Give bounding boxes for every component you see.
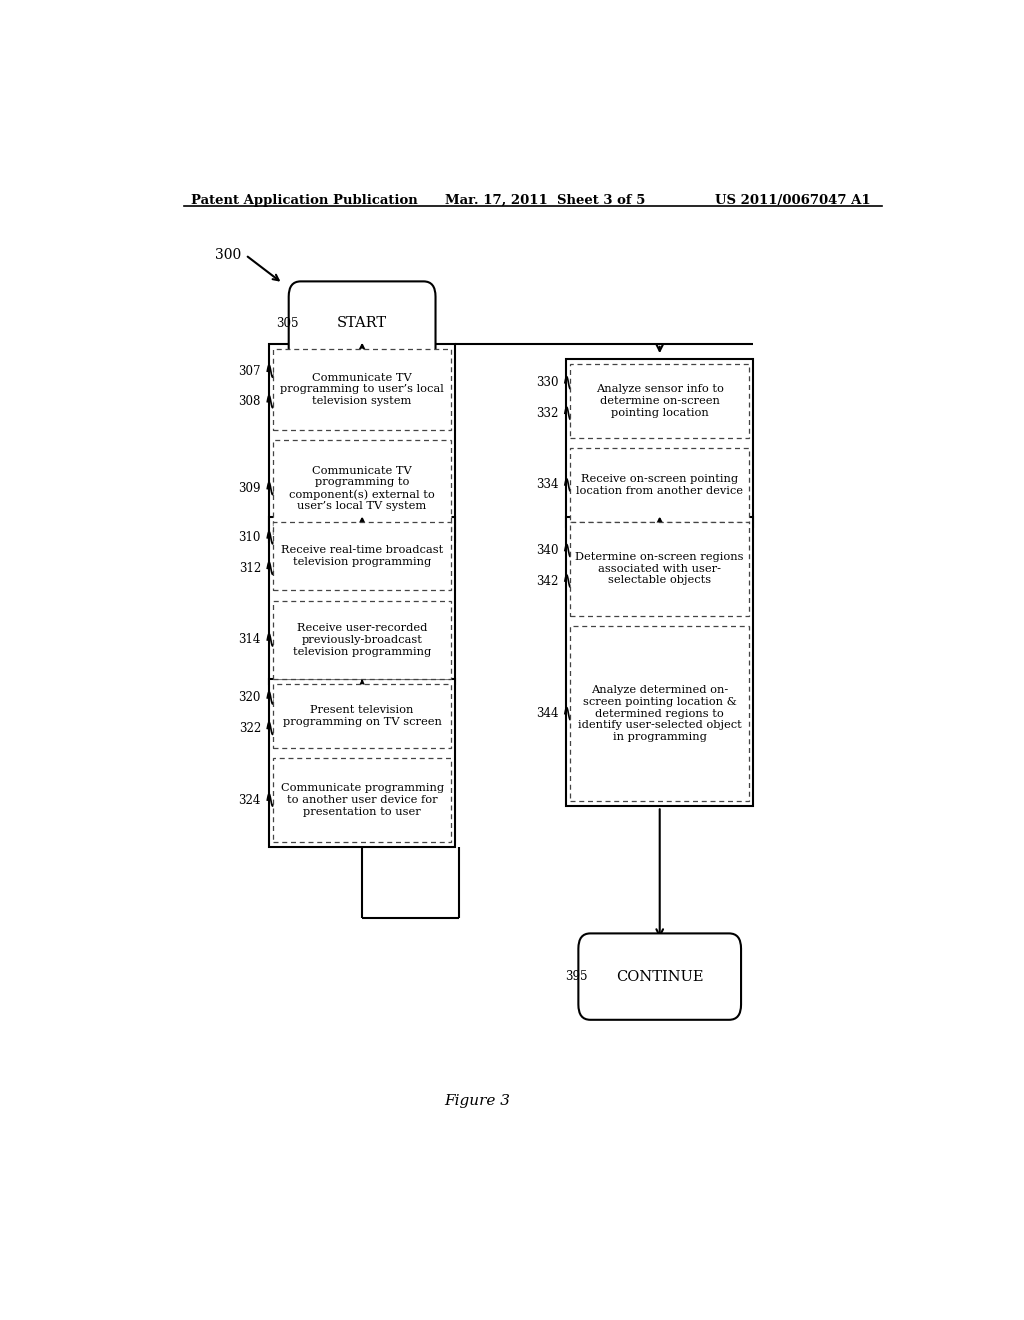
Bar: [272, 348, 452, 430]
Text: Present television
programming on TV screen: Present television programming on TV scr…: [283, 705, 441, 727]
Text: CONTINUE: CONTINUE: [616, 970, 703, 983]
FancyBboxPatch shape: [579, 933, 741, 1020]
Text: 300: 300: [215, 248, 242, 261]
Text: Patent Application Publication: Patent Application Publication: [191, 194, 418, 207]
Text: 312: 312: [239, 562, 261, 574]
Text: Communicate programming
to another user device for
presentation to user: Communicate programming to another user …: [281, 784, 443, 817]
Text: Communicate TV
programming to
component(s) external to
user’s local TV system: Communicate TV programming to component(…: [289, 466, 435, 511]
Text: Analyze determined on-
screen pointing location &
determined regions to
identify: Analyze determined on- screen pointing l…: [578, 685, 741, 742]
Bar: [272, 521, 452, 590]
Text: 305: 305: [276, 317, 299, 330]
Text: 332: 332: [537, 407, 558, 420]
Bar: [570, 364, 749, 438]
Text: Receive on-screen pointing
location from another device: Receive on-screen pointing location from…: [577, 474, 743, 496]
Bar: [272, 601, 452, 680]
Text: START: START: [337, 315, 387, 330]
Bar: [272, 758, 452, 842]
Text: Determine on-screen regions
associated with user-
selectable objects: Determine on-screen regions associated w…: [575, 552, 744, 586]
Bar: [272, 684, 452, 748]
Text: US 2011/0067047 A1: US 2011/0067047 A1: [715, 194, 870, 207]
Text: 310: 310: [239, 531, 261, 544]
Bar: [570, 521, 749, 616]
Bar: [566, 359, 753, 527]
Bar: [269, 516, 456, 684]
Text: Figure 3: Figure 3: [444, 1093, 510, 1107]
Bar: [269, 680, 456, 847]
Bar: [272, 440, 452, 537]
Text: 307: 307: [239, 364, 261, 378]
FancyBboxPatch shape: [289, 281, 435, 364]
Bar: [570, 447, 749, 521]
Text: Receive real-time broadcast
television programming: Receive real-time broadcast television p…: [281, 545, 443, 566]
Text: 309: 309: [239, 482, 261, 495]
Text: 308: 308: [239, 395, 261, 408]
Text: 340: 340: [536, 544, 558, 557]
Text: 330: 330: [536, 376, 558, 389]
Bar: [269, 345, 456, 543]
Text: Receive user-recorded
previously-broadcast
television programming: Receive user-recorded previously-broadca…: [293, 623, 431, 656]
Text: Communicate TV
programming to user’s local
television system: Communicate TV programming to user’s loc…: [281, 372, 444, 407]
Text: 322: 322: [239, 722, 261, 735]
Text: 395: 395: [565, 970, 588, 983]
Text: 344: 344: [536, 708, 558, 721]
Bar: [566, 516, 753, 807]
Text: 324: 324: [239, 793, 261, 807]
Text: 334: 334: [536, 478, 558, 491]
Text: 314: 314: [239, 634, 261, 647]
Text: 320: 320: [239, 692, 261, 705]
Text: Mar. 17, 2011  Sheet 3 of 5: Mar. 17, 2011 Sheet 3 of 5: [445, 194, 646, 207]
Text: Analyze sensor info to
determine on-screen
pointing location: Analyze sensor info to determine on-scre…: [596, 384, 724, 417]
Text: 342: 342: [537, 574, 558, 587]
Bar: [570, 626, 749, 801]
